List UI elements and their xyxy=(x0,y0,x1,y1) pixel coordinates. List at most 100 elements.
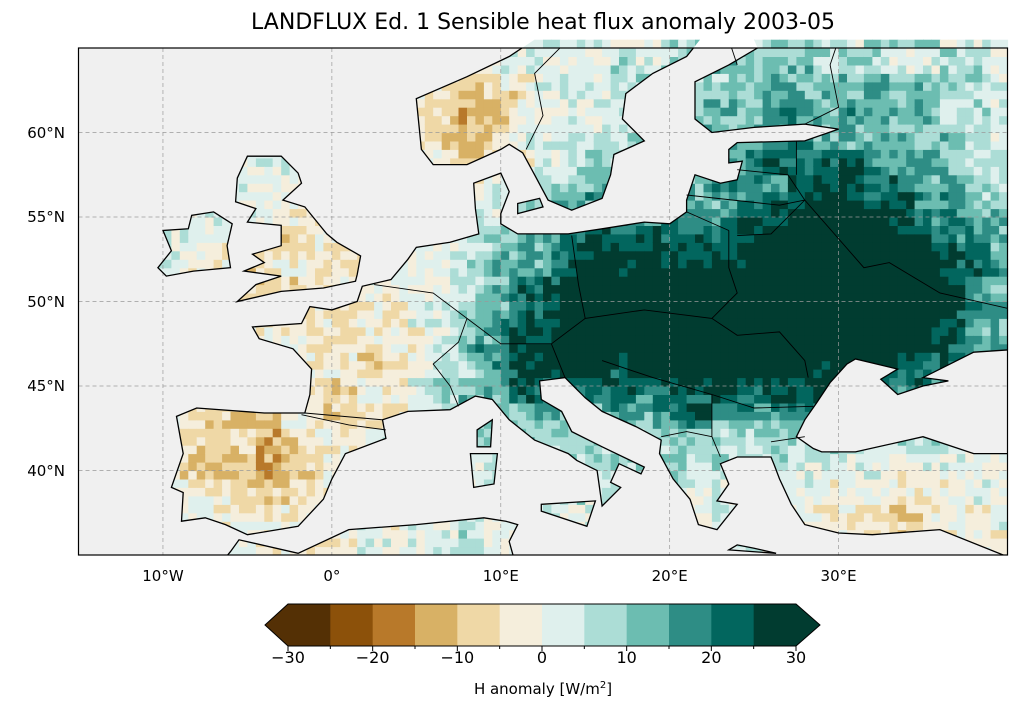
anomaly-cell xyxy=(483,343,493,353)
anomaly-cell xyxy=(695,436,704,446)
anomaly-cell xyxy=(661,402,671,412)
anomaly-cell xyxy=(399,267,409,277)
anomaly-cell xyxy=(737,318,747,328)
anomaly-cell xyxy=(264,436,274,446)
anomaly-cell xyxy=(534,402,544,412)
anomaly-cell xyxy=(424,546,434,556)
anomaly-cell xyxy=(441,318,451,328)
anomaly-cell xyxy=(450,267,460,277)
anomaly-cell xyxy=(593,98,603,108)
anomaly-cell xyxy=(213,453,223,463)
anomaly-cell xyxy=(424,284,434,294)
anomaly-cell xyxy=(500,394,510,404)
anomaly-cell xyxy=(585,318,595,328)
anomaly-cell xyxy=(669,335,679,345)
anomaly-cell xyxy=(720,64,730,74)
anomaly-cell xyxy=(576,318,586,328)
anomaly-cell xyxy=(272,512,282,522)
anomaly-cell xyxy=(213,470,223,480)
anomaly-cell xyxy=(467,259,476,269)
anomaly-cell xyxy=(357,546,367,556)
anomaly-cell xyxy=(281,335,291,345)
anomaly-cell xyxy=(247,174,257,184)
anomaly-cell xyxy=(619,250,628,260)
anomaly-cell xyxy=(559,267,569,277)
anomaly-cell xyxy=(255,166,265,176)
anomaly-cell xyxy=(745,411,755,421)
anomaly-cell xyxy=(424,242,434,252)
anomaly-cell xyxy=(534,360,544,370)
anomaly-cell xyxy=(703,487,713,497)
anomaly-cell xyxy=(695,487,704,497)
anomaly-cell xyxy=(711,453,721,463)
anomaly-cell xyxy=(754,174,764,184)
anomaly-cell xyxy=(298,478,308,488)
anomaly-cell xyxy=(543,132,552,142)
anomaly-cell xyxy=(745,98,755,108)
anomaly-cell xyxy=(399,360,409,370)
anomaly-cell xyxy=(298,445,308,455)
anomaly-cell xyxy=(534,419,544,429)
anomaly-cell xyxy=(500,293,510,302)
anomaly-cell xyxy=(711,352,721,362)
anomaly-cell xyxy=(222,436,232,446)
anomaly-cell xyxy=(348,259,358,269)
anomaly-cell xyxy=(424,276,434,286)
anomaly-cell xyxy=(678,335,688,345)
anomaly-cell xyxy=(264,259,274,269)
anomaly-cell xyxy=(331,343,341,353)
anomaly-cell xyxy=(585,56,595,66)
anomaly-cell xyxy=(737,293,747,302)
anomaly-cell xyxy=(407,39,417,49)
anomaly-cell xyxy=(239,495,248,505)
anomaly-cell xyxy=(365,284,375,294)
anomaly-cell xyxy=(703,200,713,210)
anomaly-cell xyxy=(678,301,688,311)
anomaly-cell xyxy=(737,343,747,353)
anomaly-cell xyxy=(492,326,502,336)
anomaly-cell xyxy=(593,462,603,472)
anomaly-cell xyxy=(382,411,392,421)
anomaly-cell xyxy=(711,326,721,336)
anomaly-cell xyxy=(399,335,409,345)
anomaly-cell xyxy=(483,149,493,159)
anomaly-cell xyxy=(720,183,730,193)
anomaly-cell xyxy=(678,326,688,336)
anomaly-cell xyxy=(593,124,603,134)
anomaly-cell xyxy=(754,386,764,395)
anomaly-cell xyxy=(695,98,704,108)
anomaly-cell xyxy=(500,402,510,412)
anomaly-cell xyxy=(500,90,510,100)
anomaly-cell xyxy=(754,402,764,412)
anomaly-cell xyxy=(331,259,341,269)
anomaly-cell xyxy=(526,309,536,319)
anomaly-cell xyxy=(661,428,671,438)
anomaly-cell xyxy=(450,326,460,336)
anomaly-cell xyxy=(610,124,620,134)
anomaly-cell xyxy=(492,276,502,286)
anomaly-cell xyxy=(281,267,291,277)
anomaly-cell xyxy=(695,267,704,277)
anomaly-cell xyxy=(627,276,637,286)
anomaly-cell xyxy=(754,183,764,193)
anomaly-cell xyxy=(475,132,485,142)
anomaly-cell xyxy=(298,504,308,514)
anomaly-cell xyxy=(745,419,755,429)
anomaly-cell xyxy=(576,445,586,455)
anomaly-cell xyxy=(754,217,764,226)
anomaly-cell xyxy=(652,56,662,66)
anomaly-cell xyxy=(475,386,485,395)
anomaly-cell xyxy=(517,200,527,210)
anomaly-cell xyxy=(711,377,721,387)
anomaly-cell xyxy=(745,343,755,353)
anomaly-cell xyxy=(365,293,375,302)
anomaly-cell xyxy=(737,284,747,294)
anomaly-cell xyxy=(728,369,738,379)
anomaly-cell xyxy=(559,360,569,370)
anomaly-cell xyxy=(703,377,713,387)
anomaly-cell xyxy=(559,352,569,362)
anomaly-cell xyxy=(407,546,417,556)
anomaly-cell xyxy=(762,343,772,353)
anomaly-cell xyxy=(467,521,476,531)
anomaly-cell xyxy=(551,411,561,421)
